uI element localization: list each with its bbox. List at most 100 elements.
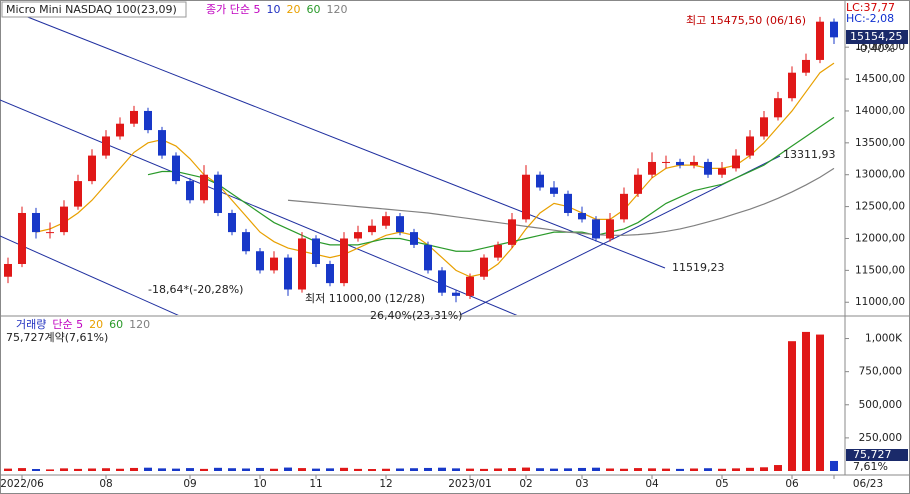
y-tick-label: 12500,00 bbox=[855, 201, 905, 213]
volume-bar bbox=[144, 467, 152, 471]
volume-bar bbox=[4, 468, 12, 471]
volume-pct: 7,61% bbox=[853, 460, 888, 473]
candle-body bbox=[46, 232, 54, 234]
x-tick-label: 05 bbox=[715, 478, 728, 490]
candle-body bbox=[564, 193, 572, 213]
volume-bar bbox=[620, 468, 628, 471]
x-tick-label: 11 bbox=[309, 478, 322, 490]
candle-body bbox=[256, 251, 264, 271]
trend-line bbox=[19, 13, 666, 269]
volume-bar bbox=[550, 468, 558, 471]
volume-bar bbox=[830, 460, 838, 471]
x-tick-label: 09 bbox=[183, 478, 196, 490]
volume-bar bbox=[508, 468, 516, 471]
trend-line bbox=[0, 235, 179, 315]
y-tick-label: 13500,00 bbox=[855, 137, 905, 149]
volume-legend: 거래량 단순 5 20 60 120 bbox=[16, 318, 150, 331]
volume-bar bbox=[284, 467, 292, 471]
volume-bar bbox=[732, 468, 740, 471]
legend-entry: 20 bbox=[286, 3, 300, 16]
candle-body bbox=[158, 130, 166, 156]
x-tick-label: 06/23 bbox=[853, 478, 883, 490]
volume-summary: 75,727계약(7,61%) bbox=[6, 330, 108, 344]
candle-body bbox=[536, 174, 544, 188]
volume-bar bbox=[312, 468, 320, 471]
x-tick-label: 06 bbox=[785, 478, 799, 490]
y-tick-label: 750,000 bbox=[859, 366, 902, 378]
candle-body bbox=[354, 232, 362, 239]
volume-bar bbox=[382, 468, 390, 471]
volume-bar bbox=[410, 468, 418, 471]
candle-body bbox=[396, 216, 404, 233]
candle-body bbox=[732, 155, 740, 169]
legend-entry: 종가 단순 5 bbox=[206, 3, 260, 16]
candle-body bbox=[508, 219, 516, 245]
volume-bar bbox=[256, 467, 264, 471]
x-tick-label: 02 bbox=[519, 478, 532, 490]
candle-body bbox=[648, 161, 656, 175]
volume-bar bbox=[648, 468, 656, 471]
volume-bar bbox=[494, 468, 502, 471]
volume-bar bbox=[690, 468, 698, 471]
y-tick-label: 11000,00 bbox=[855, 296, 905, 308]
volume-bar bbox=[130, 467, 138, 471]
volume-bar bbox=[676, 468, 684, 471]
candle-body bbox=[634, 174, 642, 194]
annotation: 13311,93 bbox=[783, 148, 836, 161]
y-tick-label: 13000,00 bbox=[855, 169, 905, 181]
candle-body bbox=[480, 257, 488, 277]
change: -0,40% bbox=[856, 42, 895, 55]
volume-bar bbox=[578, 467, 586, 471]
volume-bar bbox=[116, 468, 124, 471]
volume-bar bbox=[354, 468, 362, 471]
x-tick-label: 04 bbox=[645, 478, 659, 490]
candle-body bbox=[326, 263, 334, 284]
legend-entry: 120 bbox=[326, 3, 347, 16]
x-tick-label: 2022/06 bbox=[0, 478, 44, 490]
candle-body bbox=[116, 123, 124, 137]
volume-last: 75,727 bbox=[853, 448, 892, 461]
volume-bar bbox=[536, 468, 544, 471]
volume-bar bbox=[466, 468, 474, 471]
volume-bar bbox=[480, 468, 488, 471]
volume-bar bbox=[214, 467, 222, 471]
candle-body bbox=[606, 219, 614, 239]
candle-body bbox=[816, 21, 824, 60]
y-tick-label: 14500,00 bbox=[855, 73, 905, 85]
candle-body bbox=[788, 72, 796, 99]
volume-bar bbox=[158, 468, 166, 471]
volume-bar bbox=[452, 468, 460, 471]
candle-body bbox=[494, 244, 502, 258]
volume-bar bbox=[592, 467, 600, 471]
candle-body bbox=[270, 257, 278, 271]
annotation: 최고 15475,50 (06/16) bbox=[686, 14, 806, 27]
volume-bar bbox=[242, 468, 250, 471]
volume-bar bbox=[18, 468, 26, 471]
candle-body bbox=[746, 136, 754, 156]
chart-title: Micro Mini NASDAQ 100(23,09) bbox=[6, 3, 177, 16]
volume-bar bbox=[172, 468, 180, 471]
volume-bar bbox=[788, 341, 796, 471]
volume-bar bbox=[60, 468, 68, 471]
y-tick-label: 11500,00 bbox=[855, 264, 905, 276]
volume-bar bbox=[424, 467, 432, 471]
candle-body bbox=[228, 212, 236, 233]
annotation: -18,64*(-20,28%) bbox=[148, 283, 243, 296]
volume-bar bbox=[200, 468, 208, 471]
candle-body bbox=[760, 117, 768, 137]
candle-body bbox=[620, 193, 628, 220]
candle-body bbox=[200, 174, 208, 201]
volume-bar bbox=[564, 468, 572, 471]
x-tick-label: 12 bbox=[379, 478, 392, 490]
candle-body bbox=[340, 238, 348, 284]
x-tick-label: 03 bbox=[575, 478, 588, 490]
y-tick-label: 14000,00 bbox=[855, 105, 905, 117]
candle-body bbox=[592, 219, 600, 239]
volume-bar bbox=[760, 467, 768, 471]
volume-bar bbox=[228, 468, 236, 471]
candle-body bbox=[452, 292, 460, 296]
legend-entry: 20 bbox=[89, 318, 103, 331]
volume-bar bbox=[522, 467, 530, 471]
